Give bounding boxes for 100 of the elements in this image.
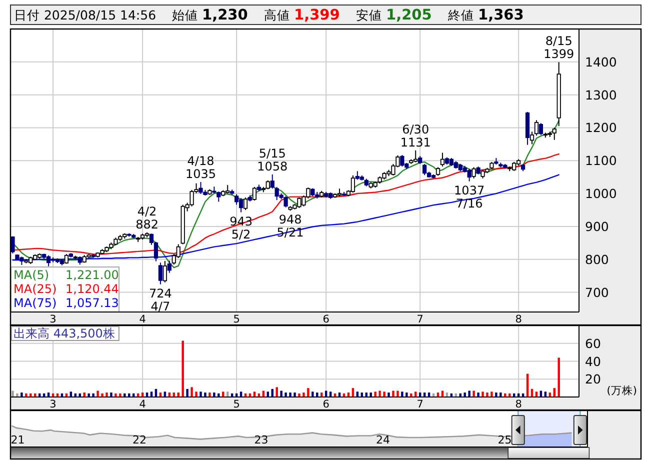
bar [110, 392, 112, 397]
y-tick-label: 1300 [585, 87, 617, 102]
text: 始値 1,230 [172, 8, 248, 24]
bar [396, 390, 399, 397]
bar [271, 388, 274, 397]
bar [374, 392, 376, 397]
x-tick-label: 4 [139, 398, 146, 410]
bar [276, 387, 278, 397]
bar [406, 392, 408, 397]
bar [213, 392, 216, 397]
x-tick-label: 25 [498, 434, 512, 446]
annotation: 6/30 1131 [400, 122, 431, 150]
bar [182, 340, 184, 397]
annotation: 724 4/7 [149, 286, 172, 314]
x-tick-label: 8 [515, 314, 522, 326]
x-tick-label: 8 [515, 398, 522, 410]
bar [401, 392, 404, 397]
candlestick [284, 196, 288, 208]
bar [289, 392, 292, 397]
bar [482, 392, 484, 397]
bar [124, 393, 126, 397]
candlestick [234, 194, 239, 206]
bar [208, 392, 211, 397]
text: 安値 1,205 [356, 8, 432, 24]
bar [200, 392, 202, 397]
bar [101, 393, 104, 397]
bar [204, 392, 206, 397]
y-tick-label: 1400 [585, 54, 617, 70]
y-tick-label: 800 [585, 252, 609, 267]
candlestick [472, 166, 476, 179]
bar [410, 393, 412, 397]
bar [106, 392, 108, 397]
candlestick [538, 122, 544, 136]
bar [92, 393, 94, 397]
x-tick-label: 6 [322, 398, 330, 410]
text: MA(5) 1,221.00 [14, 268, 119, 282]
annotation: 4/2 882 [136, 204, 158, 232]
bar [378, 390, 381, 397]
x-tick-label: 23 [254, 434, 268, 446]
bar [88, 393, 90, 397]
bar [383, 392, 386, 397]
bar [119, 393, 122, 397]
bar [30, 393, 32, 397]
bar [392, 390, 394, 397]
text: MA(75) 1,057.13 [14, 296, 119, 310]
chart-title: 日付 2025/08/15 14:56 [14, 8, 156, 22]
x-tick-label: 6 [322, 314, 330, 326]
bar [486, 392, 488, 397]
candlestick [10, 236, 15, 254]
y-tick-label: 1200 [585, 120, 617, 136]
annotation: 8/15 1399 [544, 34, 574, 62]
bar [500, 392, 502, 397]
candlestick [270, 174, 274, 190]
x-tick-label: 22 [132, 434, 147, 446]
bar [472, 390, 475, 397]
candlestick [162, 260, 167, 283]
bar [464, 392, 466, 397]
candlestick [243, 196, 248, 210]
bar [477, 392, 480, 397]
y-axis-title: (万株) [606, 384, 637, 397]
chart-title: 出来高 443,500株 [14, 326, 115, 340]
candlestick [530, 131, 534, 145]
bar [307, 388, 310, 397]
bar [25, 393, 28, 397]
candlestick [534, 120, 539, 136]
candlestick [440, 152, 445, 168]
bar [294, 392, 296, 397]
bar [370, 392, 372, 397]
x-tick-label: 3 [50, 314, 56, 326]
candlestick [158, 262, 163, 285]
candlestick [252, 186, 257, 201]
candlestick [167, 260, 172, 274]
y-tick-label: 20 [585, 372, 601, 387]
annotation: 4/18 1035 [185, 154, 216, 182]
bar [558, 358, 560, 397]
x-tick-label: 24 [376, 434, 390, 446]
bar [218, 393, 220, 397]
bar [114, 393, 117, 397]
candlestick [238, 198, 244, 213]
candlestick [46, 254, 51, 267]
bar [504, 393, 506, 397]
y-tick-label: 1000 [585, 186, 617, 202]
x-tick-label: 5 [233, 314, 240, 326]
bar [280, 390, 282, 397]
bar [490, 392, 493, 397]
x-tick-label: 3 [50, 398, 56, 410]
annotation: 5/15 1058 [257, 146, 288, 174]
y-tick-label: 1100 [585, 153, 617, 168]
bar [316, 392, 318, 397]
bar [298, 393, 300, 397]
bar [195, 392, 198, 397]
bar [177, 392, 180, 397]
candlestick [422, 163, 427, 176]
text: 高値 1,399 [264, 8, 340, 24]
bar [388, 392, 390, 397]
candlestick [350, 174, 356, 194]
text: MA(25) 1,120.44 [14, 282, 119, 296]
bar [20, 392, 23, 397]
bar [16, 393, 18, 397]
bar [96, 390, 99, 397]
